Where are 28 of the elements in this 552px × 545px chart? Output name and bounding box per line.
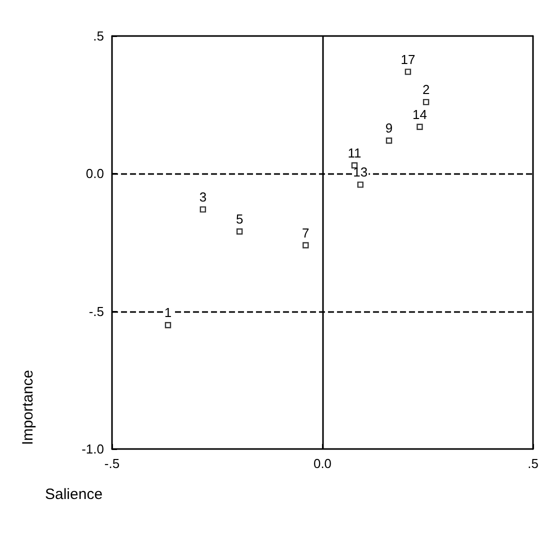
- annotation: 5: [236, 211, 244, 226]
- annotation: 13: [353, 164, 368, 180]
- point: [357, 182, 364, 188]
- annotation: 2: [422, 82, 430, 98]
- annotation: 1: [164, 305, 172, 320]
- point: [164, 322, 172, 328]
- y-tick-label: -.5: [88, 304, 104, 319]
- annotation: 9: [385, 120, 393, 136]
- y-axis-title: Importance: [20, 370, 36, 445]
- y-tick-label: -1.0: [82, 442, 104, 456]
- annotation: 14: [412, 106, 427, 122]
- y-tick-label: 0.0: [86, 166, 104, 182]
- annotation: 11: [348, 145, 362, 160]
- point: [404, 68, 412, 75]
- y-tick-label: .5: [93, 28, 104, 44]
- x-tick-label: -.5: [104, 456, 120, 471]
- annotation: 17: [400, 52, 416, 67]
- point: [416, 124, 423, 130]
- point: [236, 228, 243, 235]
- point: [386, 138, 392, 144]
- point: [200, 206, 206, 213]
- annotation: 7: [302, 225, 310, 240]
- x-tick-label: 0.0: [313, 456, 332, 471]
- annotation: 3: [199, 189, 207, 204]
- x-tick-label: .5: [528, 456, 538, 471]
- x-axis-title: Salience: [45, 486, 103, 503]
- point: [302, 242, 309, 248]
- point: [422, 98, 430, 106]
